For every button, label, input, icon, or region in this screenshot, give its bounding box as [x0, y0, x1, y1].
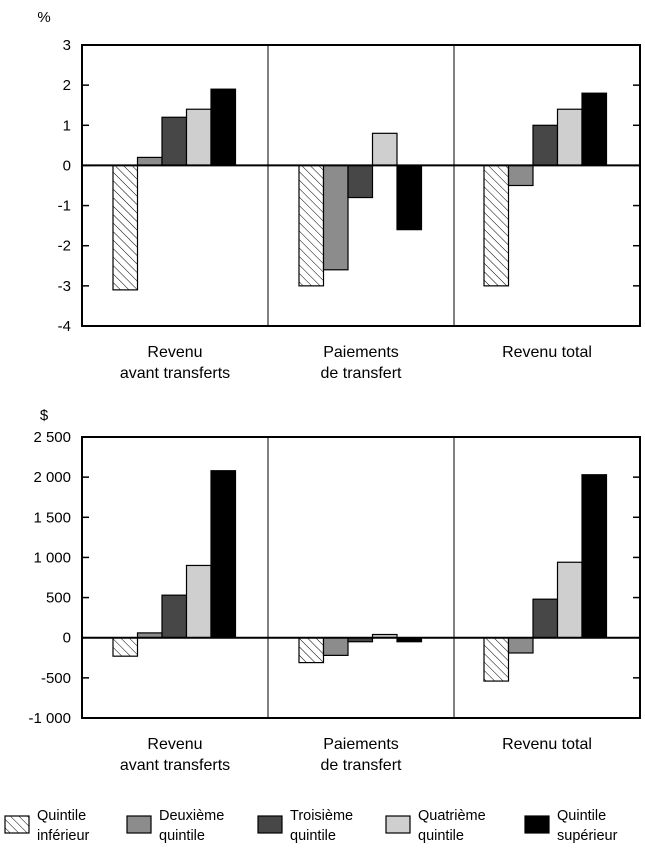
- y-tick-label: -500: [41, 670, 71, 687]
- bar-quintile-inférieur: [298, 164, 325, 287]
- legend-label: Deuxième: [159, 808, 224, 824]
- bar-quintile-supérieur: [396, 164, 423, 231]
- bar-troisième-quintile: [347, 164, 374, 199]
- y-tick-label: -1 000: [28, 710, 71, 727]
- category-label: Revenu: [147, 344, 202, 361]
- bar-deuxième-quintile: [322, 637, 349, 656]
- bar-quintile-inférieur: [112, 164, 139, 291]
- legend-label: inférieur: [37, 828, 90, 844]
- legend-label: Quatrième: [418, 808, 486, 824]
- bar-quintile-supérieur: [581, 92, 608, 167]
- y-tick-label: -4: [58, 318, 71, 335]
- y-tick-label: 2: [63, 77, 71, 94]
- y-tick-label: 1 000: [33, 549, 71, 566]
- bar-quatrième-quintile: [371, 132, 398, 167]
- bar-quatrième-quintile: [556, 108, 583, 167]
- bar-deuxième-quintile: [136, 156, 163, 167]
- bar-quintile-supérieur: [210, 470, 237, 639]
- bar-quintile-supérieur: [581, 474, 608, 639]
- bar-quintile-inférieur: [112, 637, 139, 657]
- y-tick-label: -1: [58, 198, 71, 215]
- legend-label: quintile: [290, 828, 336, 844]
- bar-quatrième-quintile: [185, 108, 212, 167]
- legend-label: quintile: [418, 828, 464, 844]
- category-label: avant transferts: [120, 365, 230, 382]
- bar-troisième-quintile: [161, 116, 188, 167]
- bar-quintile-inférieur: [483, 164, 510, 287]
- legend-swatch: [4, 815, 30, 834]
- legend-label: Troisième: [290, 808, 353, 824]
- category-label: avant transferts: [120, 757, 230, 774]
- legend-swatch: [524, 815, 550, 834]
- y-axis-unit-label: %: [37, 9, 50, 26]
- bar-troisième-quintile: [532, 124, 559, 167]
- y-tick-label: 0: [63, 630, 71, 647]
- legend-swatch: [257, 815, 283, 834]
- y-tick-label: 0: [63, 157, 71, 174]
- legend-label: quintile: [159, 828, 205, 844]
- category-label: Paiements: [323, 344, 399, 361]
- plot-frame: [81, 44, 641, 327]
- bar-quintile-supérieur: [210, 88, 237, 167]
- category-label: Paiements: [323, 736, 399, 753]
- percent-change-panel: % 3 2 1 0 -1 -2 -3 -4 Revenu avant transferts Paiem…: [37, 9, 641, 382]
- bar-troisième-quintile: [161, 594, 188, 639]
- chart-legend: Quintile inférieur Deuxième quintile Troisiè…: [4, 808, 618, 844]
- bar-quintile-inférieur: [298, 637, 325, 664]
- y-tick-label: 500: [46, 590, 71, 607]
- bar-deuxième-quintile: [507, 164, 534, 187]
- legend-label: Quintile: [37, 808, 86, 824]
- y-tick-label: 2 500: [33, 429, 71, 446]
- y-tick-label: 1: [63, 117, 71, 134]
- category-label: de transfert: [321, 365, 402, 382]
- bar-quintile-inférieur: [483, 637, 510, 682]
- bar-deuxième-quintile: [507, 637, 534, 654]
- legend-label: Quintile: [557, 808, 606, 824]
- y-tick-label: 1 500: [33, 509, 71, 526]
- legend-label: supérieur: [557, 828, 618, 844]
- legend-swatch: [126, 815, 152, 834]
- bar-quatrième-quintile: [185, 564, 212, 639]
- y-tick-label: -2: [58, 238, 71, 255]
- category-label: de transfert: [321, 757, 402, 774]
- category-label: Revenu: [147, 736, 202, 753]
- bar-quatrième-quintile: [556, 561, 583, 639]
- legend-swatch: [385, 815, 411, 834]
- y-tick-label: 3: [63, 37, 71, 54]
- y-tick-label: -3: [58, 278, 71, 295]
- category-label: Revenu total: [502, 344, 592, 361]
- y-axis-unit-label: $: [40, 407, 49, 424]
- dollar-change-panel: $2 500 2 000 1 500 1 000 500 0 -500 -1 000 Reven…: [28, 407, 641, 774]
- bar-troisième-quintile: [532, 598, 559, 639]
- bar-deuxième-quintile: [322, 164, 349, 271]
- y-tick-label: 2 000: [33, 469, 71, 486]
- plot-frame: [81, 436, 641, 719]
- category-label: Revenu total: [502, 736, 592, 753]
